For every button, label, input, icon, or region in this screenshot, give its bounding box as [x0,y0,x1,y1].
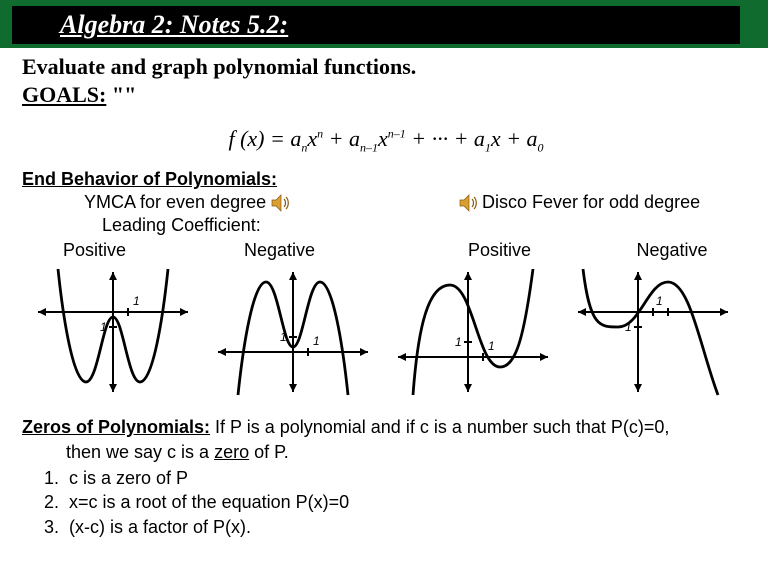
formula-a4: a [527,126,538,151]
speaker-icon [458,194,478,212]
label-negative-1: Negative [167,240,392,261]
graphs-row: 1 1 1 1 1 1 [22,267,750,397]
speaker-icon [270,194,290,212]
formula-x3: x [378,126,388,151]
formula-sup-n1: n–1 [388,127,406,141]
zeros-body-2-line: then we say c is a zero of P. [22,440,750,464]
graph-even-positive: 1 1 [28,267,198,397]
graph-odd-positive: 1 1 [388,267,558,397]
zeros-heading: Zeros of Polynomials: [22,417,210,437]
zeros-item-2-text: x=c is a root of the equation P(x)=0 [69,492,349,512]
formula-a2: a [349,126,360,151]
svg-text:1: 1 [313,334,320,348]
formula-x4: x [491,126,501,151]
formula-plus2: + [501,126,527,151]
label-negative-2: Negative [607,240,737,261]
goals-line: GOALS: "" [22,82,750,108]
subtitle: Evaluate and graph polynomial functions. [22,54,750,80]
disco-text: Disco Fever for odd degree [482,192,700,213]
ymca-text: YMCA for even degree [84,192,266,213]
formula-x: x [247,126,257,151]
page-title: Algebra 2: Notes 5.2: [12,6,740,44]
zeros-section: Zeros of Polynomials: If P is a polynomi… [22,415,750,538]
disco-label: Disco Fever for odd degree [454,192,700,213]
goals-quotes: "" [106,82,136,107]
label-positive-2: Positive [392,240,607,261]
formula-sub-0: 0 [538,140,544,154]
formula-close: ) = [257,126,290,151]
svg-text:1: 1 [656,294,663,308]
zeros-body-2b: of P. [249,442,289,462]
formula-plus1: + [323,126,349,151]
formula-dots: + ··· + [406,126,474,151]
title-bar: Algebra 2: Notes 5.2: [0,0,768,48]
formula-a1: a [290,126,301,151]
svg-text:1: 1 [133,294,140,308]
svg-text:1: 1 [488,339,495,353]
sign-labels-row: Positive Negative Positive Negative [22,240,750,261]
graph-even-negative: 1 1 [208,267,378,397]
mnemonic-row: YMCA for even degree Disco Fever for odd… [22,192,750,213]
label-positive-1: Positive [22,240,167,261]
leading-coefficient-label: Leading Coefficient: [22,215,750,236]
zeros-item-3: 3. (x-c) is a factor of P(x). [44,515,750,539]
zeros-item-1-text: c is a zero of P [69,468,188,488]
zeros-item-2: 2. x=c is a root of the equation P(x)=0 [44,490,750,514]
zeros-item-3-text: (x-c) is a factor of P(x). [69,517,251,537]
zeros-body-2a: then we say c is a [66,442,214,462]
end-behavior-heading: End Behavior of Polynomials: [22,169,750,190]
zeros-list: 1. c is a zero of P 2. x=c is a root of … [22,466,750,539]
svg-text:1: 1 [455,335,462,349]
graph-odd-negative: 1 1 [568,267,738,397]
polynomial-formula: f (x) = anxn + an–1xn–1 + ··· + a1x + a0 [22,126,750,155]
zeros-zero-word: zero [214,442,249,462]
ymca-label: YMCA for even degree [22,192,454,213]
formula-sub-n1: n–1 [360,140,378,154]
content-area: Evaluate and graph polynomial functions.… [0,48,768,539]
formula-a3: a [474,126,485,151]
zeros-item-1: 1. c is a zero of P [44,466,750,490]
zeros-body-1: If P is a polynomial and if c is a numbe… [210,417,669,437]
formula-open: ( [235,126,248,151]
formula-x2: x [307,126,317,151]
goals-label: GOALS: [22,82,106,107]
